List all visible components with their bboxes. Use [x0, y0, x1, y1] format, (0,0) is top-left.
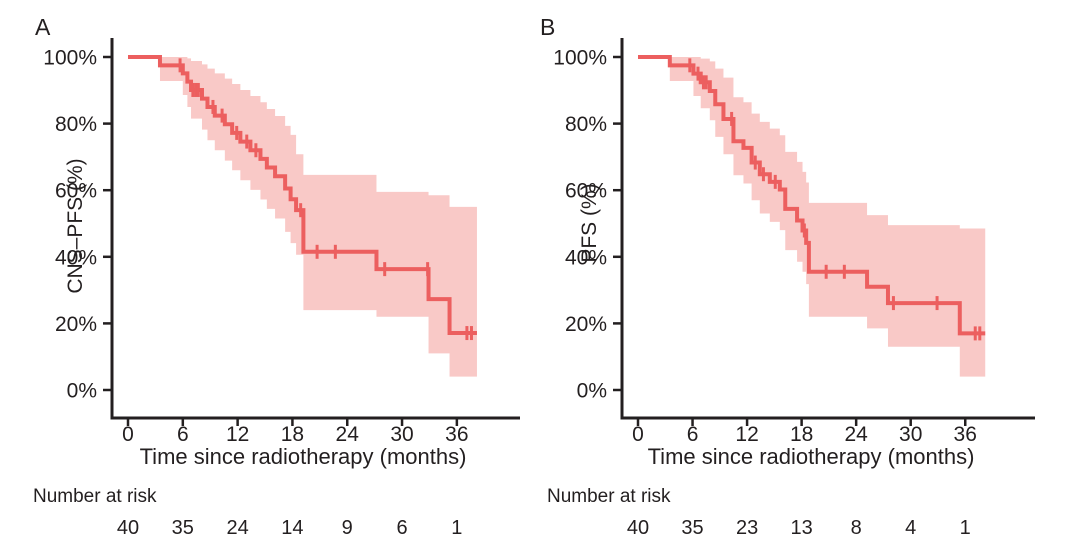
confidence-band-b — [669, 57, 986, 377]
x-axis-title-b: Time since radiotherapy (months) — [647, 444, 975, 469]
y-axis-title-cns-pfs: CNS–PFS (%) — [64, 158, 87, 294]
censor-marks-b — [688, 58, 982, 341]
risk-count-b: 35 — [681, 517, 703, 539]
y-tick-label-a: 20% — [55, 313, 97, 336]
risk-count-a: 24 — [226, 517, 248, 539]
y-tick-label-a: 80% — [55, 113, 97, 136]
y-tick-label-b: 20% — [565, 313, 607, 336]
x-tick-label-b: 24 — [844, 423, 868, 446]
x-axis-title-a: Time since radiotherapy (months) — [139, 444, 467, 469]
y-tick-label-a: 100% — [43, 47, 97, 70]
risk-count-a: 14 — [281, 517, 303, 539]
x-tick-label-a: 36 — [445, 423, 468, 446]
y-tick-label-b: 60% — [565, 180, 607, 203]
x-tick-label-b: 36 — [954, 423, 977, 446]
x-tick-label-a: 6 — [177, 423, 189, 446]
y-axis-title-pfs: PFS (%) — [578, 183, 601, 263]
x-tick-label-b: 0 — [632, 423, 644, 446]
km-panel-a: 0% 20% 40% 60% 80% 100% 0 40 6 35 12 24 18 14 24 9 30 6 36… — [43, 38, 520, 539]
x-tick-label-a: 24 — [336, 423, 360, 446]
y-tick-label-a: 60% — [55, 180, 97, 203]
number-at-risk-label-a: Number at risk — [33, 486, 157, 507]
risk-count-a: 6 — [396, 517, 407, 539]
x-tick-label-b: 12 — [735, 423, 758, 446]
risk-count-a: 40 — [117, 517, 139, 539]
x-tick-label-b: 30 — [899, 423, 922, 446]
km-panel-b: 0% 20% 40% 60% 80% 100% 0 40 6 35 12 23 18 13 24 8 30 4 36… — [553, 38, 1035, 539]
x-tick-label-a: 18 — [281, 423, 304, 446]
risk-count-b: 23 — [736, 517, 758, 539]
y-tick-label-b: 0% — [577, 380, 607, 403]
y-tick-label-b: 80% — [565, 113, 607, 136]
number-at-risk-label-b: Number at risk — [547, 486, 671, 507]
x-tick-label-a: 0 — [122, 423, 134, 446]
y-tick-label-a: 40% — [55, 246, 97, 269]
x-tick-label-a: 30 — [390, 423, 413, 446]
risk-count-b: 8 — [851, 517, 862, 539]
y-tick-label-b: 40% — [565, 246, 607, 269]
risk-count-b: 1 — [960, 517, 971, 539]
risk-count-a: 1 — [451, 517, 462, 539]
risk-count-b: 40 — [627, 517, 649, 539]
censor-marks-a — [178, 58, 473, 341]
x-tick-label-a: 12 — [226, 423, 249, 446]
y-tick-label-a: 0% — [67, 380, 97, 403]
risk-count-b: 4 — [905, 517, 916, 539]
risk-count-a: 9 — [342, 517, 353, 539]
risk-count-a: 35 — [172, 517, 194, 539]
y-tick-label-b: 100% — [553, 47, 607, 70]
x-tick-label-b: 18 — [790, 423, 813, 446]
x-tick-label-b: 6 — [687, 423, 699, 446]
risk-count-b: 13 — [790, 517, 812, 539]
km-curve-a — [128, 55, 477, 336]
panel-a-label: A — [35, 14, 51, 40]
panel-b-label: B — [540, 14, 556, 40]
